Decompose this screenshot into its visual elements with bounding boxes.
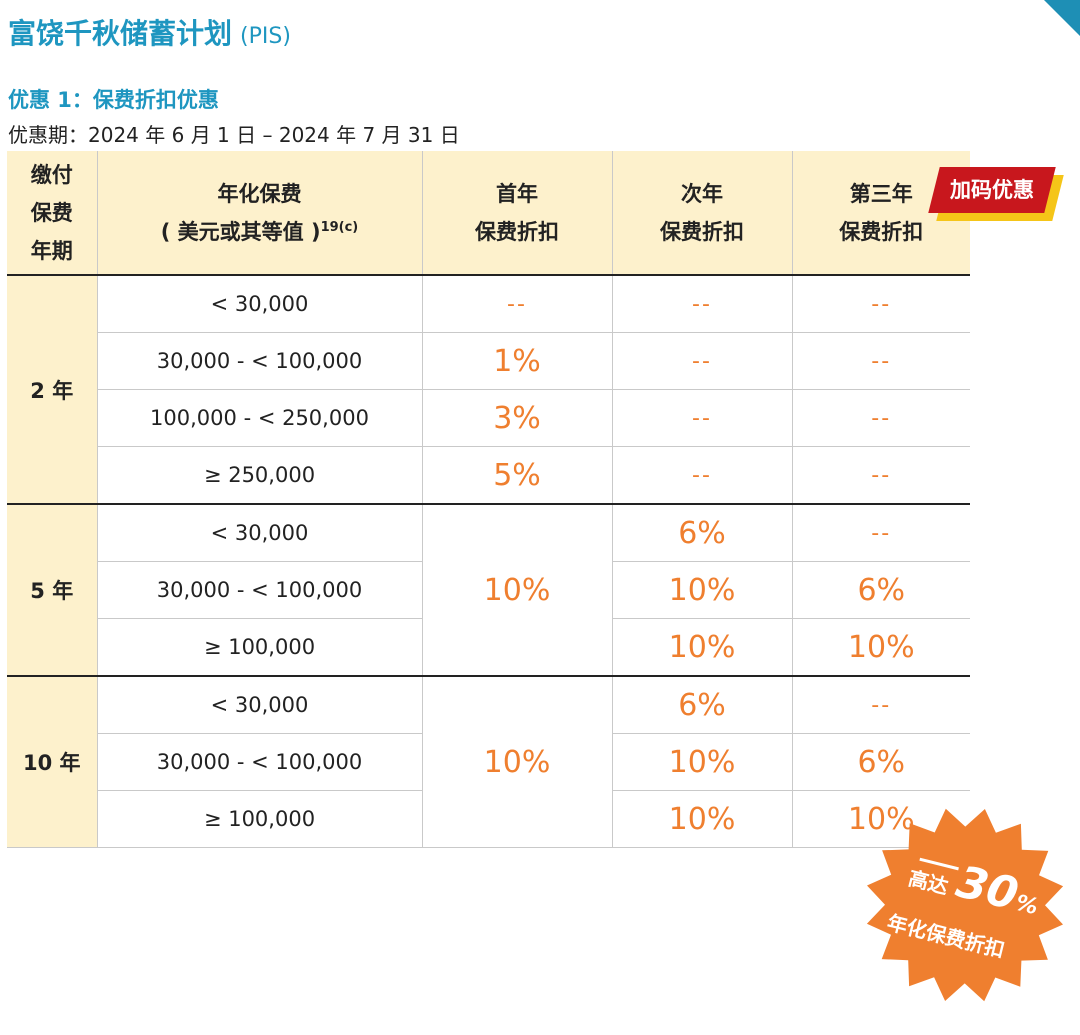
burst-percent-sign: % [1013, 890, 1041, 921]
premium-cell: ≥ 250,000 [97, 446, 423, 505]
offer-period: 优惠期：2024 年 6 月 1 日 – 2024 年 7 月 31 日 [8, 123, 460, 147]
table-row: 100,000 - < 250,000 3% -- -- [7, 389, 970, 447]
year1-cell: 10% [422, 676, 613, 848]
table-row: ≥ 100,000 10% 10% [7, 618, 970, 677]
discount-table: 缴付 保费 年期 年化保费 ( 美元或其等值 )19(c) 首年 保费折扣 次年… [7, 151, 970, 848]
bonus-badge: 加码优惠 [928, 167, 1064, 221]
premium-cell: ≥ 100,000 [97, 790, 423, 848]
premium-cell: < 30,000 [97, 504, 423, 562]
year2-cell: 10% [612, 790, 793, 848]
table-header-row: 缴付 保费 年期 年化保费 ( 美元或其等值 )19(c) 首年 保费折扣 次年… [7, 151, 970, 276]
term-cell: 5 年 [7, 504, 98, 677]
year3-cell: -- [792, 504, 970, 562]
header-premium: 年化保费 ( 美元或其等值 )19(c) [97, 151, 423, 276]
badge-front: 加码优惠 [928, 167, 1056, 213]
year2-cell: -- [612, 275, 793, 333]
header-year2: 次年 保费折扣 [612, 151, 793, 276]
table-row: ≥ 100,000 10% 10% [7, 790, 970, 848]
year2-cell: 6% [612, 504, 793, 562]
year2-cell: -- [612, 446, 793, 505]
year2-cell: 10% [612, 733, 793, 791]
header-term: 缴付 保费 年期 [7, 151, 98, 276]
premium-cell: ≥ 100,000 [97, 618, 423, 677]
plan-title: 富饶千秋储蓄计划 (PIS) [8, 12, 291, 52]
year3-cell: -- [792, 275, 970, 333]
table-row: 2 年 < 30,000 -- -- -- [7, 275, 970, 505]
table-row: 30,000 - < 100,000 10% 6% [7, 561, 970, 619]
table-row: 5 年 < 30,000 10% 6% -- [7, 504, 970, 677]
year3-cell: 10% [792, 618, 970, 677]
premium-cell: < 30,000 [97, 275, 423, 333]
year1-cell: 10% [422, 504, 613, 677]
corner-decoration [1044, 0, 1080, 36]
starburst-polygon [866, 808, 1064, 1002]
term-cell: 10 年 [7, 676, 98, 848]
premium-cell: 30,000 - < 100,000 [97, 733, 423, 791]
table-row: 30,000 - < 100,000 1% -- -- [7, 332, 970, 390]
year3-cell: 6% [792, 561, 970, 619]
year2-cell: -- [612, 389, 793, 447]
starburst-shape [866, 808, 1064, 1002]
year2-cell: -- [612, 332, 793, 390]
table-row: 30,000 - < 100,000 10% 6% [7, 733, 970, 791]
table-row: ≥ 250,000 5% -- -- [7, 446, 970, 505]
year3-cell: -- [792, 332, 970, 390]
year1-cell: -- [422, 275, 613, 333]
year2-cell: 6% [612, 676, 793, 734]
plan-code: (PIS) [240, 24, 291, 49]
burst-percent: 30 [951, 856, 1024, 921]
header-year1: 首年 保费折扣 [422, 151, 613, 276]
year3-cell: -- [792, 446, 970, 505]
year3-cell: -- [792, 676, 970, 734]
premium-cell: 30,000 - < 100,000 [97, 561, 423, 619]
year3-cell: 10% [792, 790, 970, 848]
table-row: 10 年 < 30,000 10% 6% -- [7, 676, 970, 848]
premium-cell: 30,000 - < 100,000 [97, 332, 423, 390]
plan-name: 富饶千秋储蓄计划 [8, 17, 233, 50]
year1-cell: 5% [422, 446, 613, 505]
burst-up-to: 高达 [906, 865, 951, 899]
term-cell: 2 年 [7, 275, 98, 505]
premium-cell: 100,000 - < 250,000 [97, 389, 423, 447]
footnote-ref: 19(c) [320, 219, 359, 235]
discount-burst-badge: 高达 30 % 年化保费折扣 [850, 800, 1080, 1010]
year1-cell: 3% [422, 389, 613, 447]
year1-cell: 1% [422, 332, 613, 390]
premium-cell: < 30,000 [97, 676, 423, 734]
year2-cell: 10% [612, 561, 793, 619]
year3-cell: 6% [792, 733, 970, 791]
offer-heading: 优惠 1：保费折扣优惠 [8, 88, 219, 112]
year3-cell: -- [792, 389, 970, 447]
year2-cell: 10% [612, 618, 793, 677]
